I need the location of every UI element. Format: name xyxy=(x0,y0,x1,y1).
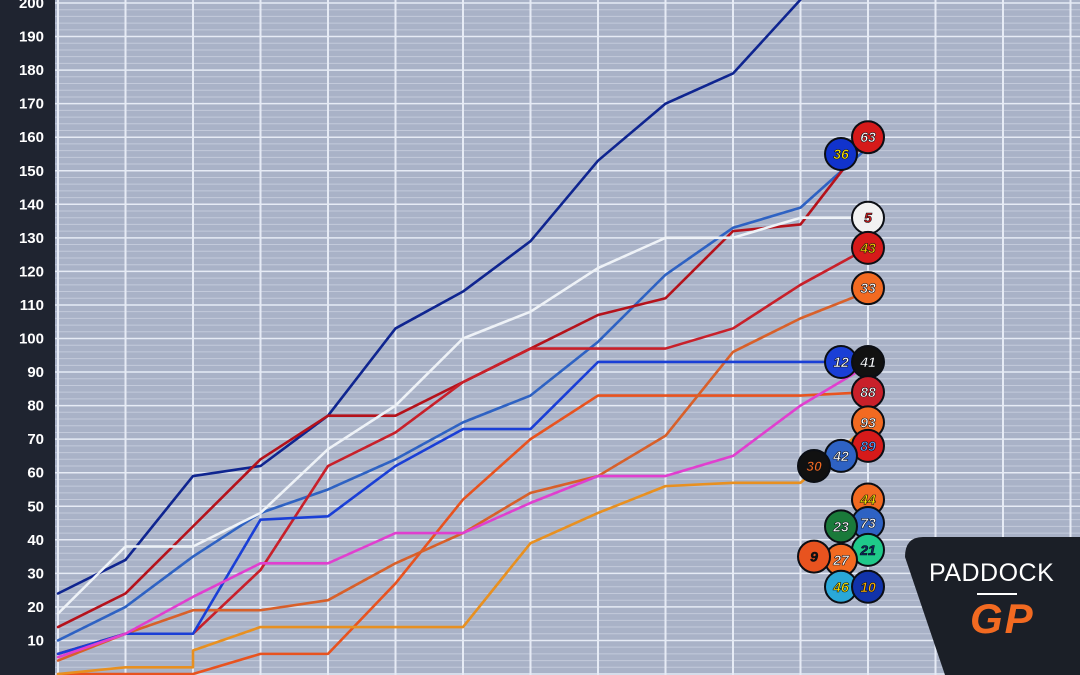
rider-badge-label-33: 33 xyxy=(860,280,876,296)
rider-badge-label-10: 10 xyxy=(860,579,876,595)
rider-badge-label-21: 21 xyxy=(859,542,876,558)
rider-badge-63 xyxy=(851,120,885,155)
series-line-9 xyxy=(56,364,870,659)
y-tick-label: 190 xyxy=(19,29,44,46)
paddock-gp-logo: PADDOCK GP xyxy=(905,537,1080,675)
rider-badge-33 xyxy=(851,271,885,306)
series-line-10 xyxy=(56,424,870,675)
series-line-6 xyxy=(56,390,870,675)
y-tick-label: 140 xyxy=(19,196,44,213)
y-tick-label: 180 xyxy=(19,62,44,79)
rider-badge-label-89: 89 xyxy=(860,438,876,454)
y-tick-label: 110 xyxy=(20,297,44,314)
y-tick-label: 150 xyxy=(19,163,44,180)
y-tick-label: 80 xyxy=(27,398,44,415)
y-tick-label: 100 xyxy=(19,331,44,348)
rider-badge-label-23: 23 xyxy=(832,518,849,534)
rider-badge-label-42: 42 xyxy=(832,448,849,464)
rider-badge-36 xyxy=(824,136,858,171)
y-tick-label: 50 xyxy=(27,498,44,515)
rider-badge-label-43: 43 xyxy=(859,240,876,256)
rider-badge-label-5: 5 xyxy=(864,210,872,226)
rider-badge-23 xyxy=(824,509,858,544)
y-tick-label: 90 xyxy=(27,364,44,381)
y-tick-label: 10 xyxy=(27,632,44,649)
rider-badge-label-36: 36 xyxy=(833,146,849,162)
rider-badge-label-63: 63 xyxy=(860,129,876,145)
y-tick-label: 120 xyxy=(19,263,44,280)
series-line-2 xyxy=(56,145,870,642)
rider-badge-label-44: 44 xyxy=(859,492,876,508)
y-tick-label: 160 xyxy=(19,129,44,146)
rider-badge-label-12: 12 xyxy=(833,354,849,370)
rider-badge-30 xyxy=(797,448,831,483)
y-tick-label: 60 xyxy=(27,465,44,482)
y-tick-label: 200 xyxy=(19,0,44,12)
rider-badge-label-46: 46 xyxy=(832,579,849,595)
rider-badge-label-73: 73 xyxy=(860,515,876,531)
rider-badge-label-93: 93 xyxy=(860,414,876,430)
series-line-1 xyxy=(56,0,802,595)
rider-badge-label-30: 30 xyxy=(806,458,822,474)
rider-badge-43 xyxy=(851,230,885,265)
y-tick-label: 130 xyxy=(19,230,44,247)
series-line-4 xyxy=(56,216,870,615)
series-line-8 xyxy=(56,360,870,656)
y-tick-label: 40 xyxy=(27,532,44,549)
logo-text-paddock: PADDOCK xyxy=(929,559,1055,587)
y-tick-label: 170 xyxy=(19,96,44,113)
rider-badge-9 xyxy=(797,539,831,574)
logo-underline xyxy=(977,593,1017,595)
y-tick-label: 30 xyxy=(27,565,44,582)
rider-badge-label-41: 41 xyxy=(859,354,876,370)
rider-badge-label-27: 27 xyxy=(832,552,850,568)
y-tick-label: 70 xyxy=(27,431,44,448)
logo-text-gp: GP xyxy=(970,595,1035,642)
rider-badge-10 xyxy=(851,569,885,604)
y-axis-panel xyxy=(0,0,55,675)
rider-badge-label-88: 88 xyxy=(860,384,876,400)
rider-badge-label-9: 9 xyxy=(810,549,818,565)
y-tick-label: 20 xyxy=(27,599,44,616)
